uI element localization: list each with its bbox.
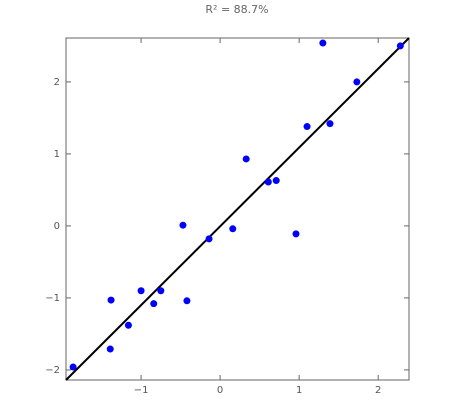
point [303, 123, 311, 131]
fit-line [65, 37, 410, 381]
point [179, 221, 187, 229]
x-tick-label: 0 [217, 385, 223, 396]
y-tick-label: 1 [54, 149, 60, 160]
point [150, 300, 158, 308]
y-tick-label: −1 [45, 293, 60, 304]
chart-title: R² = 88.7% [205, 3, 268, 16]
point [264, 178, 272, 186]
point [229, 225, 237, 233]
point [106, 345, 114, 353]
plot-frame [65, 37, 410, 381]
x-tick-label: 2 [375, 385, 381, 396]
point [242, 155, 250, 163]
point [319, 39, 327, 47]
point [292, 230, 300, 238]
x-tick-label: −1 [134, 385, 149, 396]
point [124, 321, 132, 329]
point [326, 120, 334, 128]
y-tick-label: −2 [45, 365, 60, 376]
x-tick-label: 1 [296, 385, 302, 396]
point [183, 297, 191, 305]
point [157, 287, 165, 295]
point [69, 363, 77, 371]
point [353, 78, 361, 86]
point [107, 296, 115, 304]
point [396, 42, 404, 50]
y-tick-label: 2 [54, 77, 60, 88]
point [272, 177, 280, 185]
point [137, 287, 145, 295]
point [205, 235, 213, 243]
y-tick-label: 0 [54, 221, 60, 232]
